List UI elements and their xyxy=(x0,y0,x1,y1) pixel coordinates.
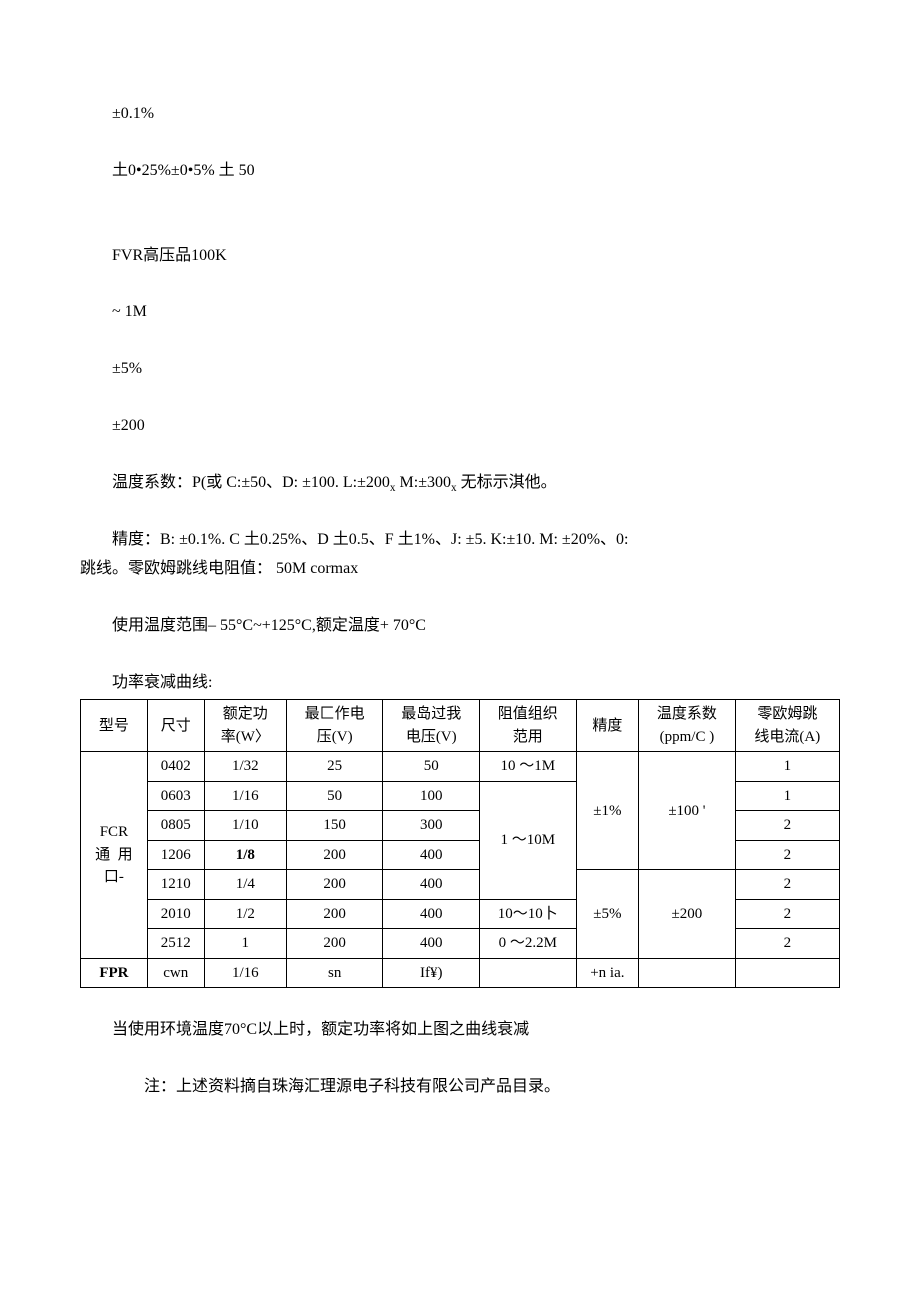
table-row-fpr: FPR cwn 1/16 sn If¥) +n ia. xyxy=(81,958,840,988)
cell-size: 1206 xyxy=(147,840,204,870)
cell-size: 2010 xyxy=(147,899,204,929)
text-tempco-pre: 温度系数：P(或 C:±50、D: ±100. L:±200 xyxy=(112,474,390,491)
cell-size: cwn xyxy=(147,958,204,988)
cell-jumper: 2 xyxy=(735,899,839,929)
cell-workv: 200 xyxy=(286,899,383,929)
cell-jumper: 2 xyxy=(735,811,839,841)
cell-range: 0 〜2.2M xyxy=(480,929,577,959)
cell-power: 1 xyxy=(204,929,286,959)
paragraph-temp-range: 使用温度范围– 55°C~+125°C,额定温度+ 70°C xyxy=(80,612,840,641)
table-header-row: 型号 尺寸 额定功率(W〉 最匚作电压(V) 最岛过我电压(V) 阻值组织范用 … xyxy=(81,700,840,752)
paragraph-5pct: ±5% xyxy=(80,355,840,384)
cell-range-merged: 1 〜10M xyxy=(480,781,577,899)
th-overv-b: 电压(V) xyxy=(406,729,457,745)
th-overv: 最岛过我电压(V) xyxy=(383,700,480,752)
table-row: 1210 1/4 200 400 ±5% ±200 2 xyxy=(81,870,840,900)
cell-size: 0402 xyxy=(147,752,204,782)
cell-tempco-1: ±100 ' xyxy=(639,752,736,870)
th-precision: 精度 xyxy=(576,700,639,752)
cell-jumper: 2 xyxy=(735,929,839,959)
cell-power: 1/4 xyxy=(204,870,286,900)
th-model: 型号 xyxy=(81,700,148,752)
cell-power: 1/16 xyxy=(204,781,286,811)
text-tempco-post: 无标示淇他。 xyxy=(457,474,557,491)
cell-range xyxy=(480,958,577,988)
paragraph-1m: ~ 1M xyxy=(80,298,840,327)
paragraph-curve-note: 当使用环境温度70°C以上时，额定功率将如上图之曲线衰减 xyxy=(80,1016,840,1045)
th-size: 尺寸 xyxy=(147,700,204,752)
th-range-a: 阻值组织 xyxy=(498,706,558,722)
paragraph-tolerance-2: 土0•25%±0•5% 土 50 xyxy=(80,157,840,186)
cell-jumper xyxy=(735,958,839,988)
cell-workv: 25 xyxy=(286,752,383,782)
paragraph-precision-1: 精度：B: ±0.1%. C 土0.25%、D 土0.5、F 土1%、J: ±5… xyxy=(80,526,840,555)
th-jumper-b: 线电流(A) xyxy=(754,729,820,745)
cell-overv: If¥) xyxy=(383,958,480,988)
th-workv-a: 最匚作电 xyxy=(305,706,365,722)
cell-overv: 400 xyxy=(383,840,480,870)
cell-workv: 200 xyxy=(286,840,383,870)
cell-overv: 400 xyxy=(383,929,480,959)
th-tempco-b: (ppm/C ) xyxy=(660,729,715,745)
cell-workv: 200 xyxy=(286,870,383,900)
cell-power: 1/32 xyxy=(204,752,286,782)
cell-size: 2512 xyxy=(147,929,204,959)
th-workv-b: 压(V) xyxy=(317,729,353,745)
cell-power: 1/10 xyxy=(204,811,286,841)
cell-range: 10 〜1M xyxy=(480,752,577,782)
paragraph-precision-2: 跳线。零欧姆跳线电阻值： 50M cormax xyxy=(80,555,840,584)
cell-overv: 400 xyxy=(383,870,480,900)
cell-precision-2: ±5% xyxy=(576,870,639,959)
spec-table: 型号 尺寸 额定功率(W〉 最匚作电压(V) 最岛过我电压(V) 阻值组织范用 … xyxy=(80,699,840,988)
cell-overv: 50 xyxy=(383,752,480,782)
cell-overv: 300 xyxy=(383,811,480,841)
th-jumper-a: 零欧姆跳 xyxy=(757,706,817,722)
th-range: 阻值组织范用 xyxy=(480,700,577,752)
cell-size: 0805 xyxy=(147,811,204,841)
cell-precision: +n ia. xyxy=(576,958,639,988)
cell-jumper: 2 xyxy=(735,840,839,870)
paragraph-200: ±200 xyxy=(80,412,840,441)
cell-precision-1: ±1% xyxy=(576,752,639,870)
paragraph-tempco: 温度系数：P(或 C:±50、D: ±100. L:±200x M:±300x … xyxy=(80,469,840,498)
table-row: FCR通 用口- 0402 1/32 25 50 10 〜1M ±1% ±100… xyxy=(81,752,840,782)
paragraph-source-note: 注：上述资料摘自珠海汇理源电子科技有限公司产品目录。 xyxy=(80,1073,840,1102)
cell-workv: 50 xyxy=(286,781,383,811)
cell-model-fcr: FCR通 用口- xyxy=(81,752,148,959)
cell-workv: 150 xyxy=(286,811,383,841)
th-tempco-a: 温度系数 xyxy=(657,706,717,722)
cell-power: 1/2 xyxy=(204,899,286,929)
cell-size: 1210 xyxy=(147,870,204,900)
paragraph-fvr: FVR高压品100K xyxy=(80,242,840,271)
cell-tempco-2: ±200 xyxy=(639,870,736,959)
th-jumper: 零欧姆跳线电流(A) xyxy=(735,700,839,752)
cell-power: 1/8 xyxy=(204,840,286,870)
th-power: 额定功率(W〉 xyxy=(204,700,286,752)
th-workv: 最匚作电压(V) xyxy=(286,700,383,752)
cell-model-fpr: FPR xyxy=(81,958,148,988)
cell-workv: 200 xyxy=(286,929,383,959)
cell-power: 1/16 xyxy=(204,958,286,988)
cell-workv: sn xyxy=(286,958,383,988)
paragraph-curve-title: 功率衰减曲线: xyxy=(80,669,840,698)
cell-jumper: 1 xyxy=(735,752,839,782)
paragraph-tolerance-1: ±0.1% xyxy=(80,100,840,129)
cell-range: 10〜10卜 xyxy=(480,899,577,929)
cell-overv: 100 xyxy=(383,781,480,811)
th-range-b: 范用 xyxy=(513,729,543,745)
text-tempco-mid: M:±300 xyxy=(396,474,451,491)
cell-tempco xyxy=(639,958,736,988)
cell-jumper: 1 xyxy=(735,781,839,811)
th-power-b: 率(W〉 xyxy=(221,729,270,745)
cell-jumper: 2 xyxy=(735,870,839,900)
th-power-a: 额定功 xyxy=(223,706,268,722)
th-tempco: 温度系数 (ppm/C ) xyxy=(639,700,736,752)
th-overv-a: 最岛过我 xyxy=(401,706,461,722)
cell-size: 0603 xyxy=(147,781,204,811)
cell-overv: 400 xyxy=(383,899,480,929)
